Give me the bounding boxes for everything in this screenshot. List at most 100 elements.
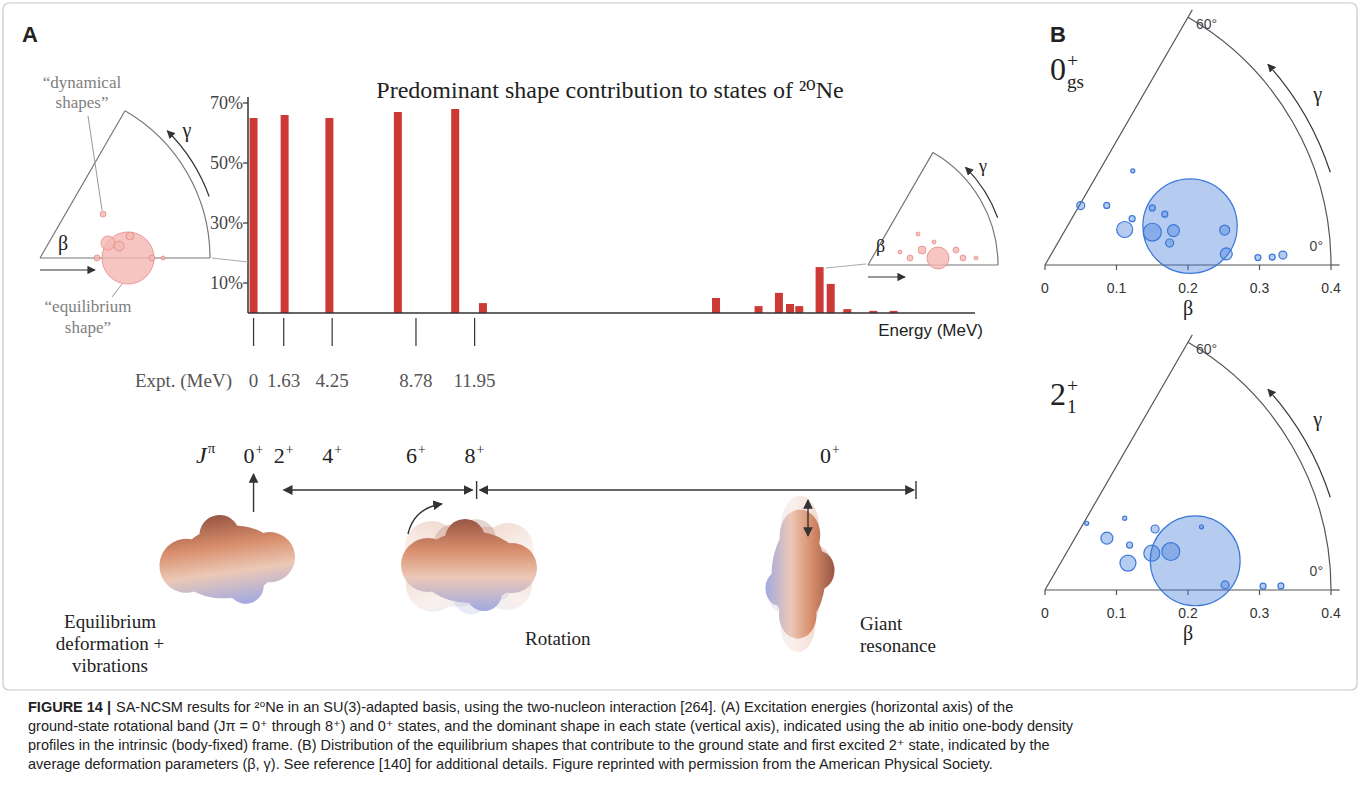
bar: [281, 115, 289, 313]
bubble: [1199, 525, 1203, 529]
gamma-arrow: [1268, 389, 1330, 497]
bubble: [1123, 516, 1127, 520]
subscript: 1: [1067, 396, 1077, 417]
blob-part: [766, 571, 793, 605]
spin-label: 0+: [244, 442, 264, 468]
bubble: [1162, 211, 1168, 217]
subscript: gs: [1067, 71, 1084, 92]
expt-level: [253, 318, 254, 346]
superscript: +: [256, 442, 264, 457]
bars: [250, 109, 898, 313]
panel-title: 2+1: [1050, 374, 1078, 417]
bar: [795, 306, 803, 313]
x-axis-title: β: [1183, 297, 1193, 320]
inset-shape: [960, 255, 966, 261]
bubble: [1162, 543, 1180, 561]
y-tick: [1331, 589, 1340, 590]
inset-annotation: “equilibriumshape”: [45, 297, 132, 337]
spin-label: 6+: [406, 442, 426, 468]
bubbles: [1085, 516, 1284, 606]
caption-line: profiles in the intrinsic (body-fixed) f…: [28, 737, 1050, 753]
label-line: shape”: [65, 318, 111, 337]
inset-shape: [927, 247, 949, 269]
inset-shape: [898, 250, 902, 254]
blob-part: [466, 575, 502, 611]
bubble: [1143, 223, 1161, 241]
superscript: +: [1067, 49, 1078, 71]
x-tick: [1116, 590, 1117, 595]
inset-shape: [101, 236, 115, 250]
gamma-label: γ: [182, 119, 192, 142]
label-line: shapes”: [56, 93, 109, 112]
label-line: “dynamical: [43, 73, 122, 92]
caption-line: ground-state rotational band (Jπ = 0⁺ th…: [28, 718, 1074, 734]
bubble: [1129, 216, 1135, 222]
expt-energy: 11.95: [454, 370, 496, 391]
x-axis: [248, 312, 975, 314]
x-tick-label: 0: [1041, 280, 1049, 296]
chart-title: Predominant shape contribution to states…: [376, 77, 843, 103]
inset-shape: [953, 247, 959, 253]
caption-line: FIGURE 14 |SA-NCSM results for ²⁰Ne in a…: [28, 699, 1013, 715]
base-text: 6: [406, 443, 417, 468]
bar: [325, 118, 333, 313]
x-tick: [1330, 590, 1331, 595]
blob-part: [805, 551, 835, 589]
panel-letter: B: [1050, 22, 1066, 47]
x-tick-label: 0: [1041, 605, 1049, 621]
expt-level: [474, 318, 475, 346]
superscript: +: [334, 442, 342, 457]
gamma-label: γ: [978, 156, 987, 176]
x-tick-label: 0.3: [1250, 605, 1270, 621]
bar: [827, 284, 835, 313]
base-text: 0: [820, 443, 831, 468]
y-tick-label: 10%: [210, 273, 243, 293]
x-tick-label: 0.2: [1178, 280, 1198, 296]
spin-label: 2+: [274, 442, 294, 468]
x-axis-title: β: [1183, 622, 1193, 645]
bar: [775, 293, 783, 313]
spin-axis-label: Jπ: [196, 440, 216, 468]
spin-label: 0+: [820, 442, 840, 468]
arrow: [480, 489, 914, 490]
bubble: [1101, 532, 1113, 544]
expt-label: Expt. (MeV): [135, 370, 232, 392]
y-tick-label: 0°: [1310, 563, 1323, 579]
y-tick: [243, 222, 248, 223]
x-tick: [1044, 590, 1045, 595]
y-tick: [243, 162, 248, 163]
caption-text: average deformation parameters (β, γ). S…: [28, 756, 993, 772]
arrow: [284, 489, 473, 490]
mode-label: Rotation: [525, 628, 591, 649]
bar: [394, 112, 402, 313]
bubble: [1220, 225, 1230, 235]
gamma-arrow: [1268, 64, 1330, 172]
leader-line: [88, 116, 102, 210]
inset-shape: [907, 255, 913, 261]
figure-frame: [3, 3, 1357, 690]
leader-line: [112, 284, 122, 297]
superscript: +: [477, 442, 485, 457]
bubble: [1149, 205, 1155, 211]
caption-line: average deformation parameters (β, γ). S…: [28, 756, 993, 772]
inset-shape: [126, 232, 134, 240]
bubble: [1221, 581, 1229, 589]
y-tick: [1188, 335, 1192, 342]
inset-shape: [161, 256, 165, 260]
bubble: [1144, 545, 1160, 561]
mode-label: Equilibriumdeformation +vibrations: [56, 611, 164, 676]
y-tick: [243, 282, 248, 283]
label-line: resonance: [860, 635, 936, 656]
bar: [786, 304, 794, 313]
bubble: [1150, 516, 1240, 606]
expt-energy: 0: [249, 370, 259, 391]
base-text: 2: [274, 443, 285, 468]
y-tick: [243, 102, 248, 103]
inset-shape: [114, 241, 124, 251]
arrow: [253, 474, 254, 512]
beta-arrow: [40, 269, 95, 270]
shape-blob: [401, 519, 537, 611]
shape-blob: [766, 509, 835, 638]
superscript: +: [1067, 374, 1078, 396]
base-text: 4: [322, 443, 333, 468]
